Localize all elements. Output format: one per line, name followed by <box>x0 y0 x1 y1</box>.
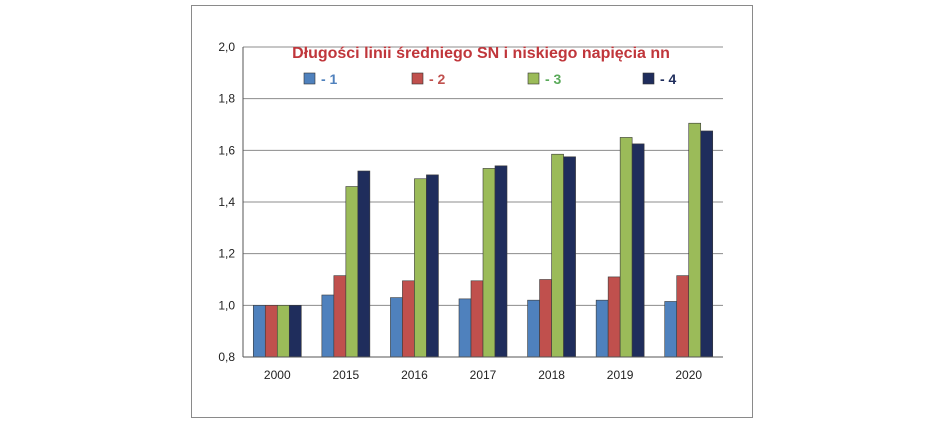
bar-series-1-2018 <box>527 299 540 358</box>
chart-title: Długości linii średniego SN i niskiego n… <box>292 45 670 62</box>
bar-series-3-2020 <box>688 122 702 358</box>
bar-series-3-2016 <box>414 178 427 358</box>
x-tick-labels: 2000 2015 2016 2017 2018 2019 2020 <box>264 368 702 382</box>
y-tick-label: 1,0 <box>218 298 235 312</box>
bar-series-4-2020 <box>700 130 714 358</box>
bar-series-2-2017 <box>470 280 484 358</box>
bar-series-1-2000 <box>252 305 266 358</box>
legend-swatch-3 <box>527 72 540 85</box>
x-tick-label: 2000 <box>264 368 291 382</box>
x-tick-label: 2018 <box>538 368 565 382</box>
legend-swatch-4 <box>642 72 655 85</box>
y-tick-label: 1,6 <box>218 143 235 157</box>
bar-series-4-2000 <box>288 305 302 358</box>
bar-series-2-2016 <box>402 280 415 358</box>
axes <box>242 47 723 358</box>
y-tick-label: 1,8 <box>218 92 235 106</box>
bar-series-4-2018 <box>563 156 576 358</box>
bar-series-2-2000 <box>264 305 278 358</box>
bar-series-3-2018 <box>551 153 564 358</box>
bar-series-1-2019 <box>595 299 609 358</box>
legend-label-1: - 1 <box>321 71 338 87</box>
bar-series-3-2019 <box>619 137 633 358</box>
y-tick-label: 2,0 <box>218 40 235 54</box>
legend-label-3: - 3 <box>545 71 562 87</box>
bar-series-3-2017 <box>482 168 496 358</box>
bar-series-2-2019 <box>607 276 621 358</box>
y-tick-labels: 0,8 1,0 1,2 1,4 1,6 1,8 2,0 <box>218 40 235 364</box>
bar-series-1-2017 <box>458 298 472 358</box>
bar-series-1-2020 <box>664 301 678 358</box>
bar-series-4-2019 <box>631 143 645 358</box>
bar-series-4-2017 <box>494 165 508 358</box>
x-tick-label: 2016 <box>401 368 428 382</box>
bars <box>252 122 714 358</box>
y-tick-label: 0,8 <box>218 350 235 364</box>
bar-series-1-2016 <box>390 297 403 358</box>
legend-swatch-1 <box>303 72 316 85</box>
y-tick-label: 1,2 <box>218 247 235 261</box>
bar-series-4-2015 <box>357 170 371 358</box>
bar-series-2-2015 <box>333 275 347 358</box>
y-tick-label: 1,4 <box>218 195 235 209</box>
x-tick-label: 2017 <box>470 368 497 382</box>
legend: - 1 - 2 - 3 - 4 <box>303 71 677 87</box>
bar-series-1-2015 <box>321 294 335 358</box>
bar-series-3-2000 <box>276 305 290 358</box>
legend-label-4: - 4 <box>660 71 677 87</box>
bar-series-2-2020 <box>676 275 690 358</box>
x-tick-label: 2019 <box>607 368 634 382</box>
legend-swatch-2 <box>411 72 424 85</box>
bar-series-4-2016 <box>426 174 439 358</box>
bar-series-2-2018 <box>539 279 552 358</box>
x-tick-label: 2015 <box>333 368 360 382</box>
bar-series-3-2015 <box>345 186 359 358</box>
legend-label-2: - 2 <box>429 71 446 87</box>
x-tick-label: 2020 <box>675 368 702 382</box>
